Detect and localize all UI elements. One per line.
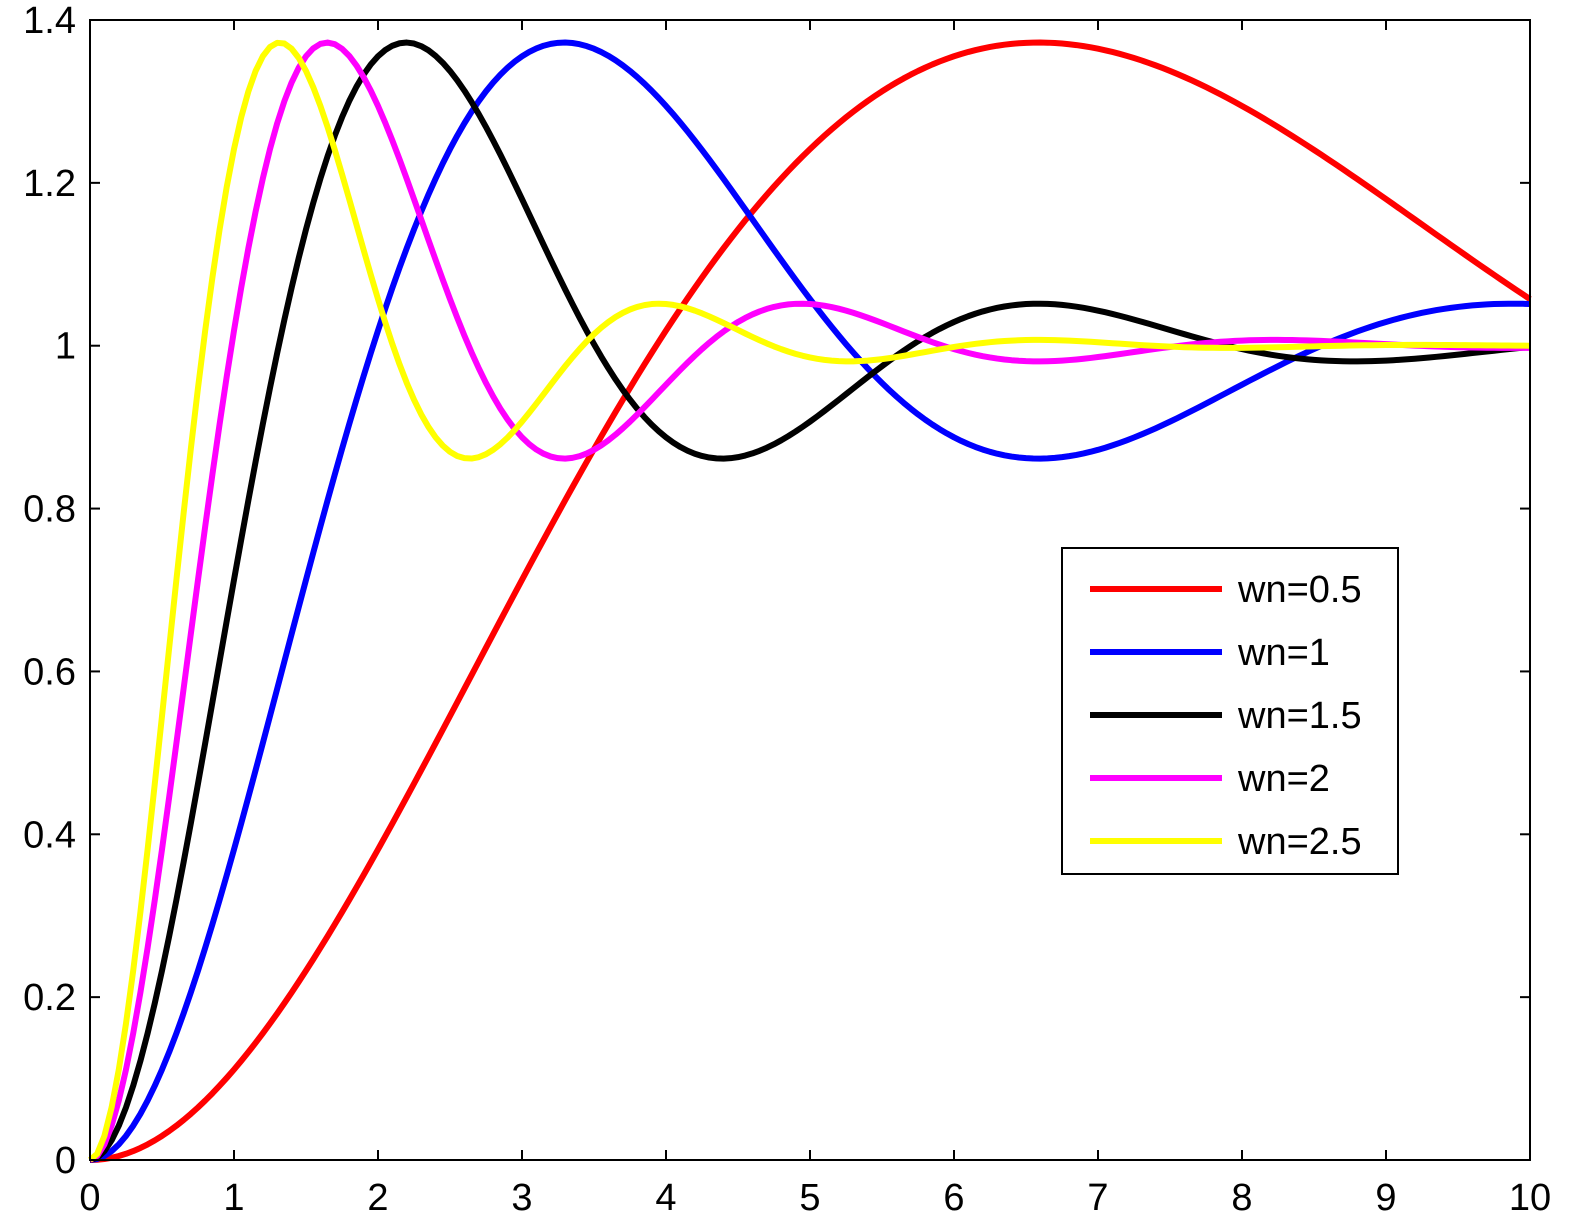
x-tick-label: 1 — [223, 1177, 244, 1219]
x-tick-label: 5 — [799, 1177, 820, 1219]
series-lines — [88, 39, 1532, 1163]
series-line-2 — [89, 39, 1531, 1163]
legend-label: wn=0.5 — [1237, 569, 1362, 611]
x-tick-label: 4 — [655, 1177, 676, 1219]
tick-labels: 0 1 2 3 4 5 6 7 8 9 10 0 0.2 0.4 0.6 0.8 1 1.2 1.4 — [23, 0, 1551, 1219]
legend-label: wn=2.5 — [1237, 821, 1362, 863]
legend-label: wn=2 — [1237, 758, 1330, 800]
x-tick-label: 2 — [367, 1177, 388, 1219]
y-tick-label: 0.6 — [23, 651, 76, 693]
legend-box — [1061, 547, 1399, 875]
x-tick-label: 7 — [1087, 1177, 1108, 1219]
y-tick-label: 0.8 — [23, 489, 76, 531]
x-tick-label: 0 — [79, 1177, 100, 1219]
legend-label: wn=1 — [1237, 632, 1330, 674]
x-tick-label: 10 — [1509, 1177, 1551, 1219]
plot-frame — [89, 19, 1531, 1161]
y-tick-label: 0 — [55, 1140, 76, 1182]
series-line-3 — [88, 39, 1531, 1163]
x-tick-label: 8 — [1231, 1177, 1252, 1219]
y-tick-label: 1.2 — [23, 163, 76, 205]
x-tick-label: 3 — [511, 1177, 532, 1219]
x-tick-label: 9 — [1375, 1177, 1396, 1219]
series-line-4 — [88, 39, 1531, 1163]
y-tick-label: 1 — [55, 326, 76, 368]
x-tick-label: 6 — [943, 1177, 964, 1219]
legend: wn=0.5 wn=1 wn=1.5 wn=2 wn=2.5 — [1061, 547, 1399, 875]
y-tick-label: 0.2 — [23, 977, 76, 1019]
legend-label: wn=1.5 — [1237, 695, 1362, 737]
series-line-0 — [89, 39, 1532, 1163]
y-tick-label: 0.4 — [23, 814, 76, 856]
y-tick-label: 1.4 — [23, 0, 76, 42]
